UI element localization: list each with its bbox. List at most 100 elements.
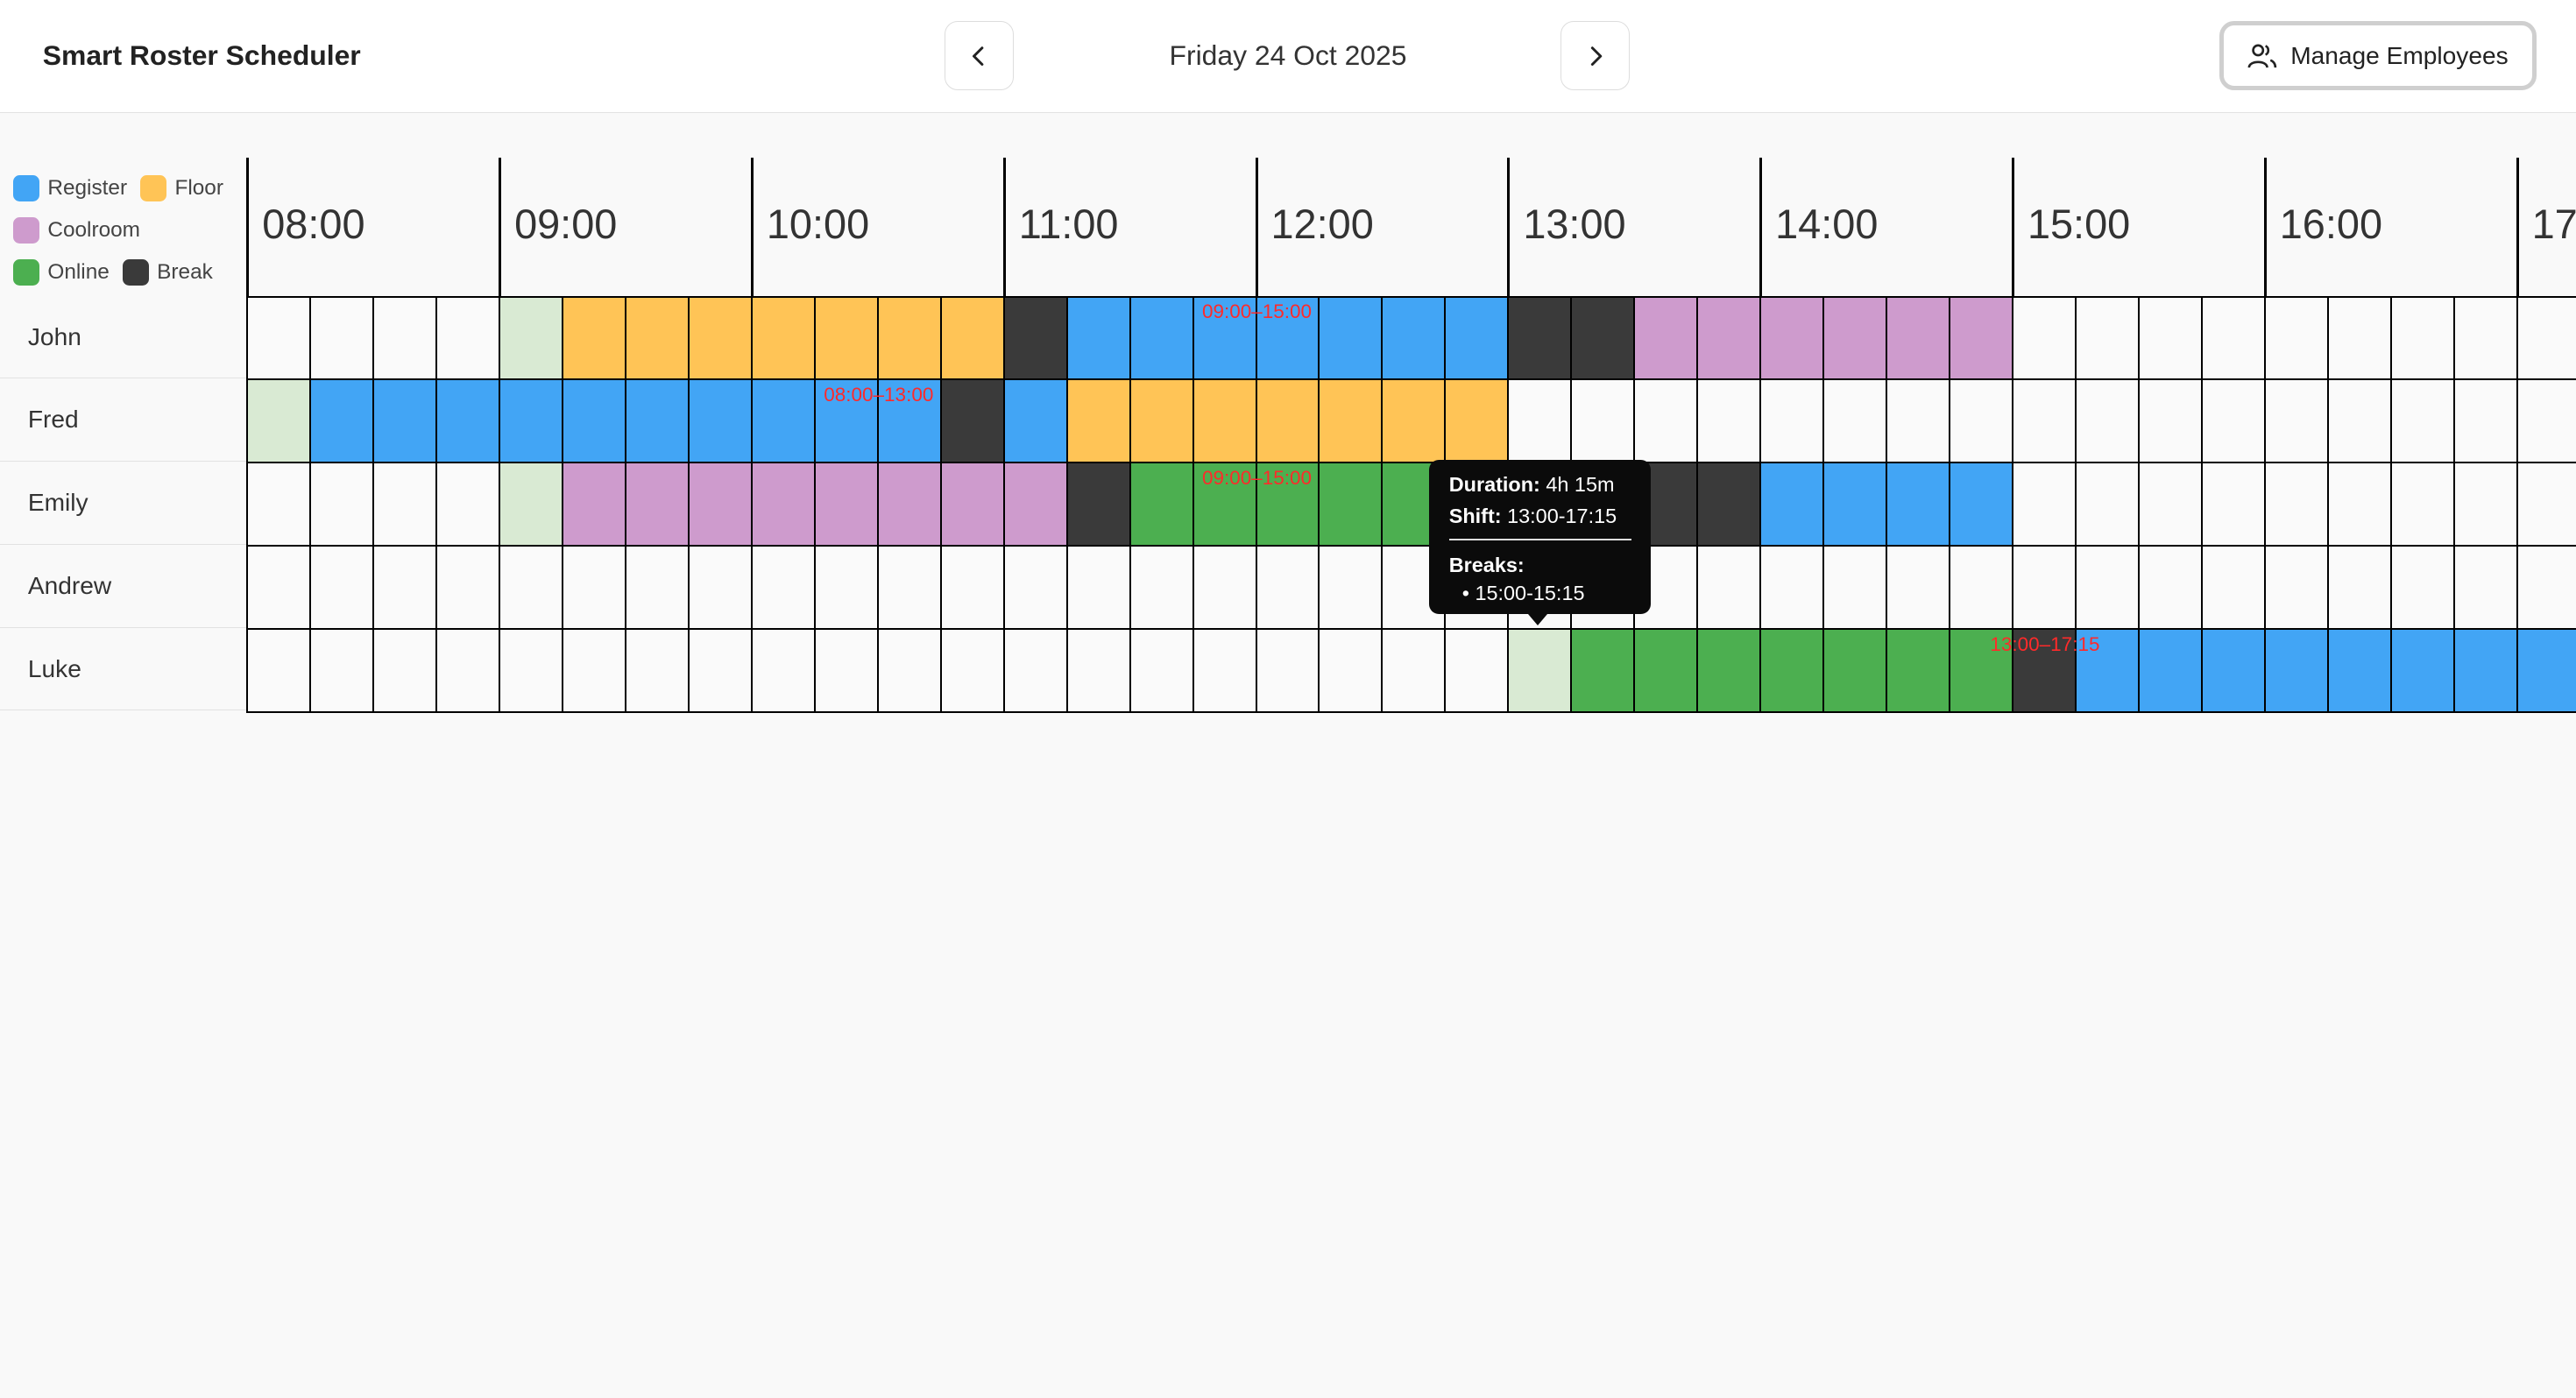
slot-cell-register[interactable] [374,380,438,462]
slot-cell-empty[interactable] [374,629,438,711]
slot-cell-empty[interactable] [626,629,690,711]
slot-cell-empty[interactable] [248,546,312,628]
slot-cell-empty[interactable] [1004,629,1068,711]
slot-cell-register[interactable] [1887,463,1950,545]
slot-cell-empty[interactable] [2076,380,2140,462]
slot-cell-online[interactable] [1572,629,1636,711]
slot-cell-online[interactable] [1193,463,1257,545]
slot-cell-register[interactable] [626,380,690,462]
slot-cell-online[interactable] [1256,463,1320,545]
employee-name[interactable]: John [0,296,247,379]
slot-cell-online[interactable] [1698,629,1762,711]
slot-cell-register[interactable] [1383,297,1447,379]
employee-name[interactable]: Andrew [0,545,247,628]
slot-cell-empty[interactable] [2328,463,2392,545]
slot-cell-register[interactable] [311,380,375,462]
slot-cell-coolroom[interactable] [1887,297,1950,379]
slot-cell-empty[interactable] [374,297,438,379]
slot-cell-online[interactable] [1824,629,1888,711]
slot-cell-floor[interactable] [1446,380,1510,462]
slot-cell-register[interactable] [2391,629,2455,711]
slot-cell-break[interactable] [1004,297,1068,379]
slot-cell-coolroom[interactable] [1004,463,1068,545]
slot-cell-coolroom[interactable] [1950,297,2013,379]
slot-cell-floor[interactable] [941,297,1005,379]
slot-cell-empty[interactable] [941,629,1005,711]
slot-cell-empty[interactable] [2265,463,2329,545]
slot-cell-empty[interactable] [500,546,564,628]
slot-cell-empty[interactable] [2328,546,2392,628]
slot-cell-empty[interactable] [878,629,942,711]
slot-cell-empty[interactable] [2391,380,2455,462]
slot-cell-empty[interactable] [1761,380,1825,462]
slot-cell-empty[interactable] [1950,380,2013,462]
slot-cell-empty[interactable] [1950,546,2013,628]
slot-cell-empty[interactable] [2454,380,2518,462]
slot-cell-coolroom[interactable] [878,463,942,545]
slot-cell-empty[interactable] [1698,546,1762,628]
slot-cell-floor[interactable] [752,297,816,379]
slot-cell-register[interactable] [689,380,753,462]
slot-cell-empty[interactable] [437,546,501,628]
slot-cell-empty[interactable] [815,629,879,711]
slot-cell-floor[interactable] [815,297,879,379]
slot-cell-register[interactable] [2517,629,2576,711]
slot-cell-empty[interactable] [2076,297,2140,379]
slot-cell-empty[interactable] [2391,546,2455,628]
slot-cell-empty[interactable] [2517,546,2576,628]
slot-cell-empty[interactable] [1004,546,1068,628]
slot-cell-floor[interactable] [1320,380,1384,462]
slot-cell-empty[interactable] [1698,380,1762,462]
slot-cell-empty[interactable] [2454,546,2518,628]
slot-cell-empty[interactable] [1193,546,1257,628]
slot-cell-empty[interactable] [248,297,312,379]
slot-cell-register[interactable] [1256,297,1320,379]
slot-cell-break[interactable] [1572,297,1636,379]
slot-cell-empty[interactable] [1509,380,1573,462]
slot-cell-empty[interactable] [248,629,312,711]
employee-name[interactable]: Luke [0,628,247,711]
slot-cell-empty[interactable] [2076,546,2140,628]
slot-cell-empty[interactable] [2328,380,2392,462]
slot-cell-empty[interactable] [2076,463,2140,545]
slot-cell-register[interactable] [1824,463,1888,545]
slot-cell-register[interactable] [1761,463,1825,545]
slot-cell-coolroom[interactable] [815,463,879,545]
slot-cell-floor[interactable] [1383,380,1447,462]
slot-cell-empty[interactable] [2328,297,2392,379]
slot-cell-empty[interactable] [248,463,312,545]
slot-cell-register[interactable] [1320,297,1384,379]
slot-cell-empty[interactable] [311,546,375,628]
slot-cell-empty[interactable] [2202,546,2266,628]
slot-cell-empty[interactable] [1761,546,1825,628]
next-day-button[interactable] [1560,21,1630,91]
slot-cell-empty[interactable] [500,629,564,711]
slot-cell-register[interactable] [1193,297,1257,379]
slot-cell-coolroom[interactable] [563,463,626,545]
slot-cell-online[interactable] [1761,629,1825,711]
slot-cell-register[interactable] [1004,380,1068,462]
slot-cell-empty[interactable] [437,629,501,711]
slot-cell-floor[interactable] [878,297,942,379]
slot-cell-empty[interactable] [2265,297,2329,379]
slot-cell-empty[interactable] [2202,463,2266,545]
slot-cell-start[interactable] [248,380,312,462]
slot-cell-register[interactable] [878,380,942,462]
slot-cell-coolroom[interactable] [689,463,753,545]
slot-cell-empty[interactable] [2265,546,2329,628]
slot-cell-register[interactable] [2202,629,2266,711]
slot-cell-empty[interactable] [311,629,375,711]
slot-cell-empty[interactable] [2013,546,2077,628]
slot-cell-empty[interactable] [1887,380,1950,462]
slot-cell-empty[interactable] [2517,297,2576,379]
slot-cell-empty[interactable] [437,297,501,379]
slot-cell-empty[interactable] [2013,463,2077,545]
slot-cell-empty[interactable] [1130,629,1194,711]
slot-cell-start[interactable] [500,463,564,545]
slot-cell-empty[interactable] [2517,463,2576,545]
slot-cell-empty[interactable] [2013,297,2077,379]
slot-cell-coolroom[interactable] [1635,297,1699,379]
slot-cell-register[interactable] [500,380,564,462]
slot-cell-empty[interactable] [374,546,438,628]
slot-cell-empty[interactable] [2391,297,2455,379]
